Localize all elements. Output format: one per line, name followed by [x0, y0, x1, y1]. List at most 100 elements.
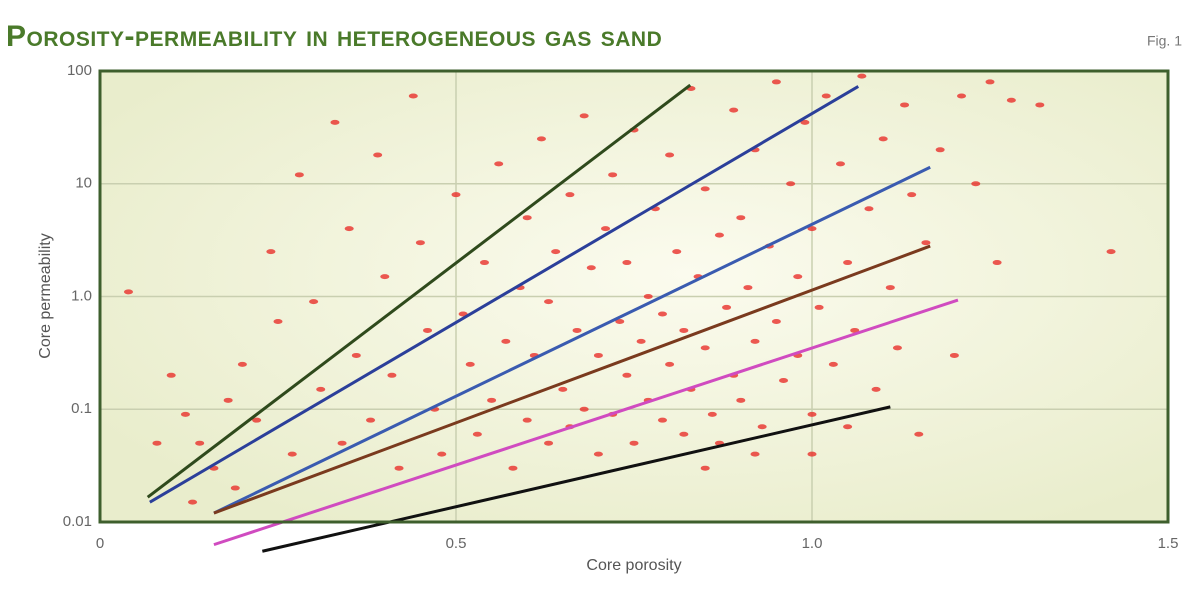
trend-line	[213, 298, 959, 547]
scatter-point	[707, 411, 717, 417]
scatter-point	[1006, 97, 1016, 103]
scatter-point	[565, 192, 575, 198]
scatter-point	[771, 79, 781, 85]
scatter-point	[914, 431, 924, 437]
scatter-point	[337, 440, 347, 446]
scatter-point	[857, 73, 867, 79]
scatter-point	[344, 226, 354, 232]
scatter-point	[366, 417, 376, 423]
scatter-point	[722, 304, 732, 310]
scatter-point	[828, 361, 838, 367]
plot-frame	[98, 69, 1170, 524]
scatter-point	[1106, 249, 1116, 255]
scatter-point	[309, 299, 319, 305]
scatter-point	[188, 499, 198, 505]
scatter-point	[287, 451, 297, 457]
scatter-point	[237, 361, 247, 367]
figure-label: Fig. 1	[1147, 33, 1182, 49]
scatter-point	[415, 240, 425, 246]
x-tick-label: 0	[96, 535, 104, 552]
scatter-point	[679, 431, 689, 437]
scatter-point	[636, 338, 646, 344]
scatter-point	[843, 260, 853, 266]
scatter-point	[394, 465, 404, 471]
scatter-point	[223, 397, 233, 403]
trend-line	[146, 83, 692, 499]
scatter-point	[579, 406, 589, 412]
scatter-point	[437, 451, 447, 457]
scatter-point	[800, 119, 810, 125]
scatter-point	[180, 411, 190, 417]
scatter-point	[736, 215, 746, 221]
scatter-point	[921, 240, 931, 246]
scatter-point	[622, 260, 632, 266]
scatter-point	[387, 372, 397, 378]
y-tick-label: 100	[67, 62, 92, 79]
scatter-point	[472, 431, 482, 437]
scatter-point	[892, 345, 902, 351]
scatter-point	[935, 147, 945, 153]
scatter-point	[736, 397, 746, 403]
scatter-point	[807, 451, 817, 457]
scatter-point	[679, 327, 689, 333]
scatter-point	[843, 424, 853, 430]
scatter-point	[971, 181, 981, 187]
y-tick-label: 0.01	[63, 513, 92, 530]
scatter-point	[757, 424, 767, 430]
x-tick-label: 1.5	[1158, 535, 1179, 552]
y-tick-label: 10	[75, 175, 92, 192]
y-axis-title: Core permeability	[37, 233, 54, 358]
scatter-point	[536, 136, 546, 142]
scatter-point	[166, 372, 176, 378]
scatter-point	[351, 352, 361, 358]
x-axis-title: Core porosity	[586, 557, 681, 574]
scatter-point	[814, 304, 824, 310]
scatter-point	[522, 417, 532, 423]
scatter-point	[807, 411, 817, 417]
scatter-point	[700, 465, 710, 471]
y-tick-label: 0.1	[71, 400, 92, 417]
scatter-point	[316, 386, 326, 392]
scatter-point	[195, 440, 205, 446]
scatter-point	[586, 265, 596, 271]
scatter-point	[593, 352, 603, 358]
scatter-point	[750, 451, 760, 457]
scatter-point	[793, 274, 803, 280]
scatter-point	[458, 311, 468, 317]
scatter-point	[657, 417, 667, 423]
scatter-point	[330, 119, 340, 125]
scatter-point	[821, 93, 831, 99]
trend-line	[149, 85, 860, 504]
scatter-point	[771, 319, 781, 325]
scatter-point	[508, 465, 518, 471]
scatter-point	[700, 186, 710, 192]
scatter-point	[750, 338, 760, 344]
scatter-point	[273, 319, 283, 325]
scatter-point	[714, 232, 724, 238]
marks	[123, 73, 1116, 553]
scatter-point	[380, 274, 390, 280]
scatter-point	[123, 289, 133, 295]
scatter-point	[544, 299, 554, 305]
scatter-point	[615, 319, 625, 325]
scatter-point	[266, 249, 276, 255]
scatter-point	[672, 249, 682, 255]
scatter-point	[992, 260, 1002, 266]
scatter-point	[643, 294, 653, 299]
scatter-point	[230, 485, 240, 491]
scatter-point	[743, 285, 753, 291]
scatter-point	[629, 440, 639, 446]
scatter-point	[465, 361, 475, 367]
scatter-point	[779, 377, 789, 383]
scatter-point	[408, 93, 418, 99]
trend-line	[213, 244, 931, 515]
chart-title: Porosity-permeability in heterogeneous g…	[6, 20, 662, 53]
scatter-point	[665, 152, 675, 158]
scatter-point	[373, 152, 383, 158]
scatter-point	[501, 338, 511, 344]
scatter-point	[487, 397, 497, 403]
scatter-point	[252, 417, 262, 423]
scatter-point	[878, 136, 888, 142]
scatter-point	[885, 285, 895, 291]
scatter-point	[786, 181, 796, 187]
